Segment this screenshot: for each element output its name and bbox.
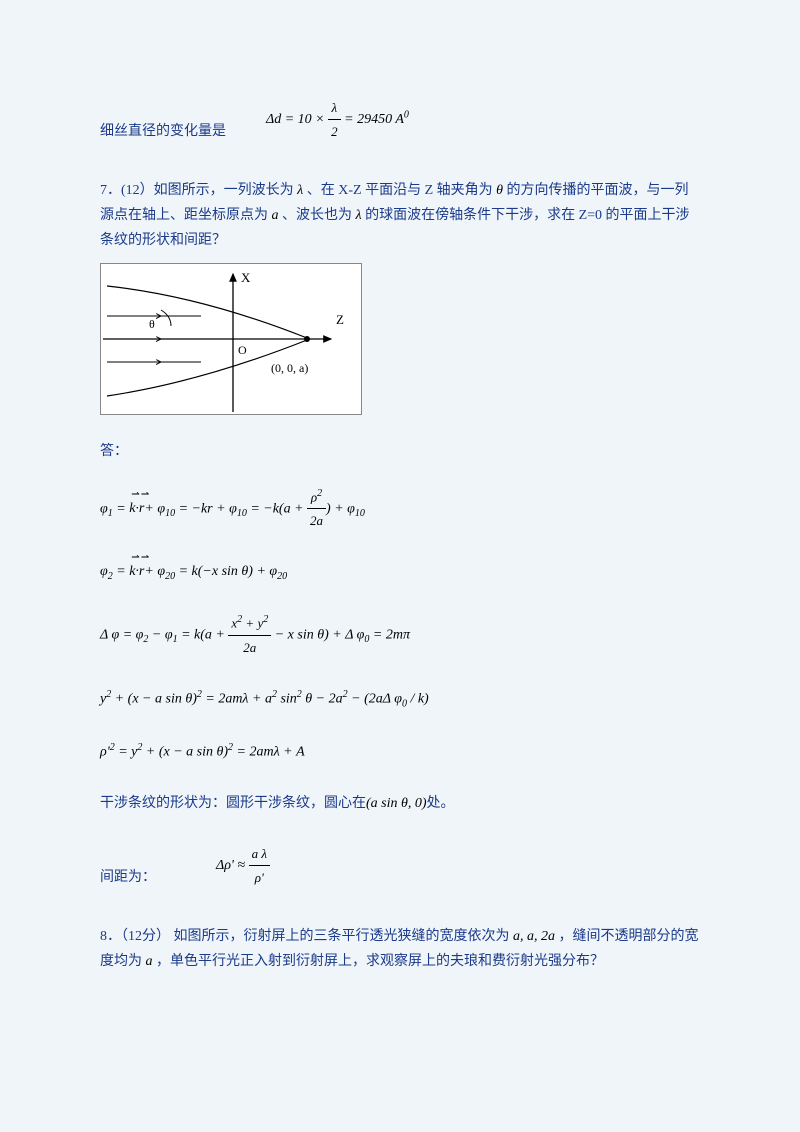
q7-t4: 、波长也为 <box>282 208 356 223</box>
diagram-svg: X Z O θ (0, 0, a) <box>101 264 361 414</box>
frac-lambda-2: λ 2 <box>328 96 341 144</box>
equation-3: Δ φ = φ2 − φ1 = k(a + x2 + y22a − x sin … <box>100 611 700 659</box>
question-7: 7．(12）如图所示，一列波长为 λ 、在 X-Z 平面沿与 Z 轴夹角为 θ … <box>100 178 700 254</box>
answer-label: 答： <box>100 439 700 464</box>
q8-sym2: a <box>146 954 153 969</box>
q7-a: a <box>272 208 279 223</box>
label-z: Z <box>336 312 344 327</box>
q7-lambda2: λ <box>356 208 362 223</box>
wave-diagram: X Z O θ (0, 0, a) <box>100 263 362 415</box>
equation-4: y2 + (x − a sin θ)2 = 2amλ + a2 sin2 θ −… <box>100 686 700 713</box>
formula-delta-d: Δd = 10 × λ 2 = 29450 A0 <box>266 96 409 144</box>
equation-5: ρ'2 = y2 + (x − a sin θ)2 = 2amλ + A <box>100 739 700 765</box>
spacing-formula: Δρ' ≈ a λ ρ' <box>216 842 270 890</box>
q8-t1: 8．（12分） 如图所示，衍射屏上的三条平行透光狭缝的宽度依次为 <box>100 929 513 944</box>
label-theta: θ <box>149 317 155 331</box>
shape-suffix: 处。 <box>427 791 455 816</box>
equation-1: φ1 = k·r+ φ10 = −kr + φ10 = −k(a + ρ22a)… <box>100 485 700 533</box>
q7-theta: θ <box>496 183 503 198</box>
q7-lambda: λ <box>297 183 303 198</box>
shape-conclusion: 干涉条纹的形状为：圆形干涉条纹，圆心在 (a sin θ, 0) 处。 <box>100 791 700 816</box>
q8-sym1: a, a, 2a <box>513 929 555 944</box>
q8-t3: ，单色平行光正入射到衍射屏上，求观察屏上的夫琅和费衍射光强分布？ <box>156 954 604 969</box>
q7-t1: 7．(12）如图所示，一列波长为 <box>100 183 297 198</box>
equation-2: φ2 = k·r+ φ20 = k(−x sin θ) + φ20 <box>100 559 700 586</box>
upper-curve <box>107 286 307 338</box>
question-8: 8．（12分） 如图所示，衍射屏上的三条平行透光狭缝的宽度依次为 a, a, 2… <box>100 924 700 974</box>
line-delta-d: 细丝直径的变化量是 Δd = 10 × λ 2 = 29450 A0 <box>100 96 700 144</box>
shape-center: (a sin θ, 0) <box>366 791 427 816</box>
focus-point <box>304 336 310 342</box>
spacing-prefix: 间距为： <box>100 865 156 890</box>
shape-prefix: 干涉条纹的形状为：圆形干涉条纹，圆心在 <box>100 791 366 816</box>
label-o: O <box>238 343 247 357</box>
text-prefix: 细丝直径的变化量是 <box>100 119 226 144</box>
q7-t2: 、在 X-Z 平面沿与 Z 轴夹角为 <box>307 183 496 198</box>
label-x: X <box>241 270 251 285</box>
physics-exam-page: 细丝直径的变化量是 Δd = 10 × λ 2 = 29450 A0 7．(12… <box>0 0 800 1024</box>
spacing-line: 间距为： Δρ' ≈ a λ ρ' <box>100 842 700 890</box>
label-point: (0, 0, a) <box>271 361 308 375</box>
theta-arc <box>161 310 171 326</box>
